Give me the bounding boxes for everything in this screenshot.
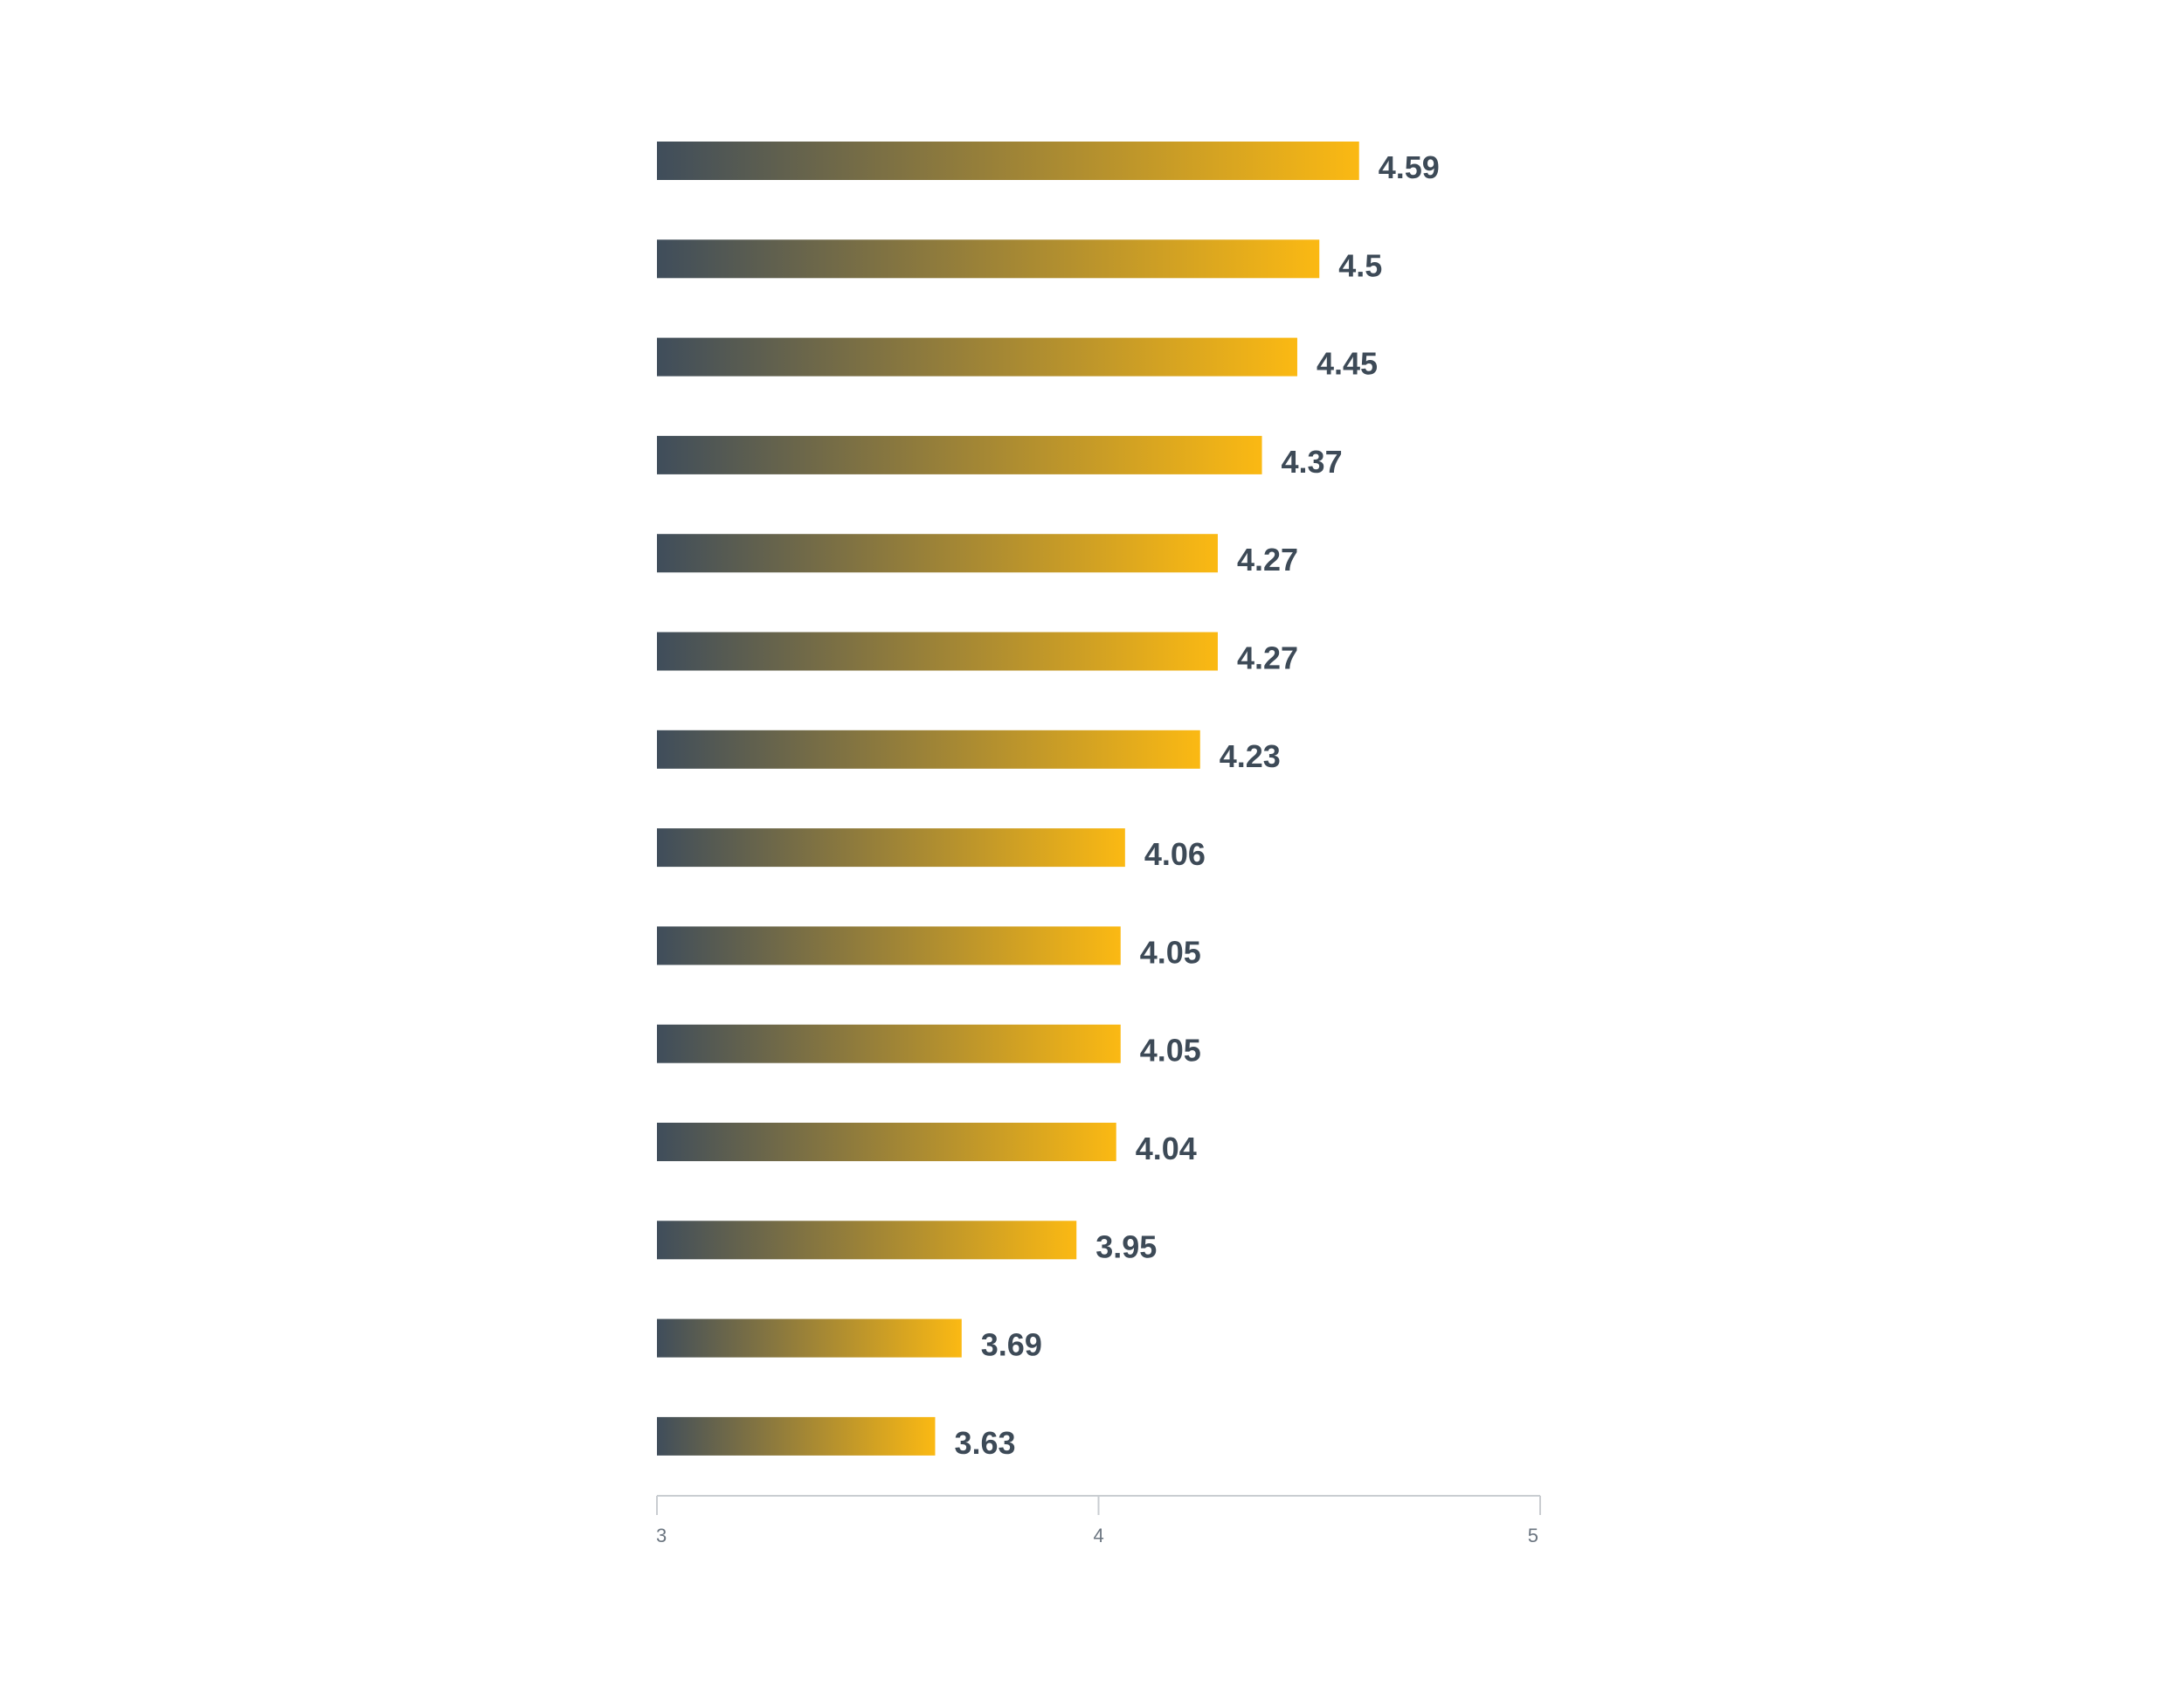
bar-4 (657, 435, 1262, 474)
value-label-3: 4.45 (1317, 346, 1378, 382)
bar-14 (657, 1416, 936, 1456)
bar-10 (657, 1024, 1121, 1063)
bar-11 (657, 1123, 1116, 1161)
value-label-1: 4.59 (1379, 149, 1440, 185)
bar-5 (657, 534, 1218, 573)
value-label-5: 4.27 (1237, 542, 1298, 578)
x-axis: 3 4 5 (656, 1495, 1541, 1546)
bar-1 (657, 142, 1359, 180)
bar-8 (657, 828, 1125, 868)
value-label-11: 4.04 (1136, 1131, 1197, 1166)
bar-13 (657, 1318, 962, 1358)
value-label-2: 4.5 (1338, 247, 1382, 283)
value-labels-layer: 4.59 4.5 4.45 4.37 4.27 4.27 4.23 4.06 4.05 4.05 4… (954, 149, 1439, 1461)
value-label-14: 3.63 (954, 1425, 1015, 1461)
x-tick-label-4: 4 (1094, 1525, 1104, 1546)
bar-7 (657, 730, 1200, 769)
x-tick-label-3: 3 (656, 1525, 667, 1546)
bar-12 (657, 1221, 1077, 1260)
value-label-4: 4.37 (1282, 444, 1343, 480)
bar-3 (657, 337, 1297, 377)
value-label-12: 3.95 (1095, 1228, 1157, 1264)
value-label-8: 4.06 (1144, 836, 1206, 872)
value-label-13: 3.69 (981, 1327, 1042, 1363)
bars-layer (657, 142, 1359, 1456)
bar-9 (657, 926, 1121, 965)
value-label-10: 4.05 (1140, 1033, 1201, 1069)
x-tick-label-5: 5 (1528, 1525, 1538, 1546)
value-label-9: 4.05 (1140, 934, 1201, 970)
bar-6 (657, 632, 1218, 671)
value-label-7: 4.23 (1220, 738, 1281, 774)
bar-2 (657, 239, 1320, 279)
value-label-6: 4.27 (1237, 640, 1298, 676)
